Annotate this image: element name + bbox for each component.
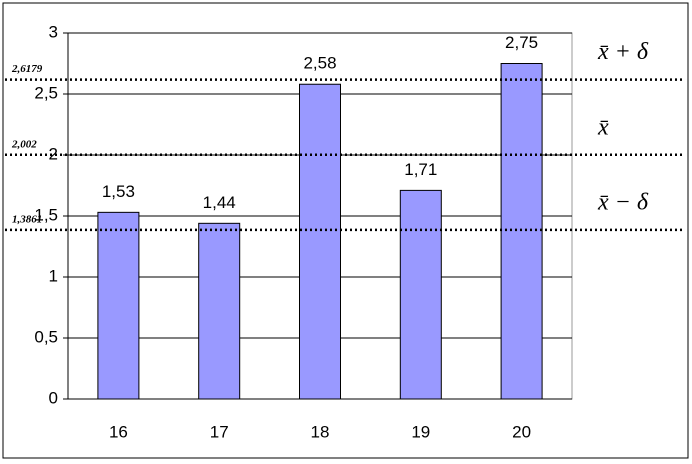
value-label: 1,53 [102,182,135,201]
x-tick-label: 19 [411,422,430,441]
y-tick-label: 1,5 [34,205,58,224]
y-tick-label: 2,5 [34,83,58,102]
value-label: 1,71 [404,160,437,179]
x-tick-label: 16 [109,422,128,441]
bar [299,83,341,400]
y-tick-label: 0 [49,388,58,407]
y-tick-label: 1 [49,266,58,285]
y-tick-label: 2 [49,144,58,163]
reference-value-label: 2,002 [11,138,37,150]
x-tick-label: 18 [311,422,330,441]
value-label: 2,58 [303,54,336,73]
bar [399,189,442,400]
reference-name: x̄ − δ [597,189,649,215]
reference-value-label: 2,6179 [11,63,43,75]
bar [97,211,140,400]
reference-name: x̄ [597,114,609,140]
bar [198,222,241,400]
value-label: 2,75 [505,33,538,52]
x-tick-label: 17 [210,422,229,441]
y-tick-label: 0,5 [34,327,58,346]
x-tick-label: 20 [512,422,531,441]
value-label: 1,44 [203,193,236,212]
y-tick-label: 3 [49,22,58,41]
bar [500,63,543,400]
reference-value-label: 1,3861 [12,213,42,225]
reference-name: x̄ + δ [597,39,649,65]
